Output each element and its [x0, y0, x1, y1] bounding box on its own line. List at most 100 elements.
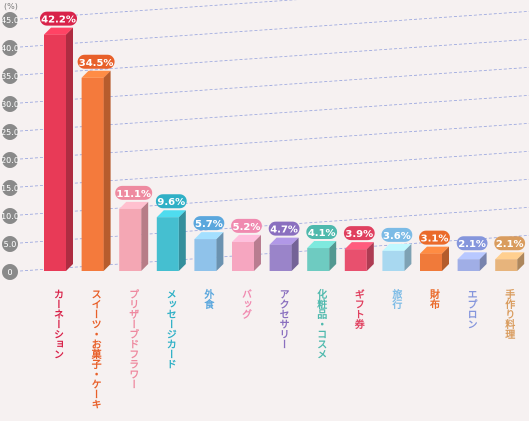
bars: 42.2% 34.5% 11.1% 9.6% 5.7% 5.2% 4.7% 4.1% 3.9% 3…	[40, 11, 526, 272]
category-label: 財布	[428, 288, 441, 310]
bar-top	[307, 241, 337, 249]
value-label: 4.1%	[308, 228, 336, 239]
bar-top	[194, 232, 224, 240]
category-label: 外食	[202, 288, 215, 310]
bar-top	[269, 237, 299, 245]
gridline	[19, 38, 529, 76]
value-label-bg	[231, 218, 262, 233]
bar-side	[66, 27, 73, 272]
gridline	[19, 10, 529, 48]
bar-top	[382, 243, 412, 251]
bar-top	[457, 252, 487, 260]
value-label-bg	[419, 230, 450, 245]
value-label-bg	[77, 54, 115, 69]
y-tick-label: 20.0	[1, 156, 19, 165]
bar-side	[442, 246, 449, 271]
value-label-bg	[343, 226, 375, 241]
y-tick-badge	[2, 12, 18, 28]
bar-13: 2.1%	[494, 236, 526, 271]
y-tick-badge	[2, 40, 18, 56]
y-tick-label: 10.0	[1, 212, 19, 221]
category-label: アクセサリー	[277, 289, 289, 349]
bar-5: 5.7%	[193, 216, 225, 271]
bar-3: 11.1%	[115, 185, 153, 271]
category-label: カーネーション	[52, 289, 64, 359]
y-tick-label: 45.0	[1, 16, 19, 25]
category-label: 旅行	[390, 288, 403, 310]
value-label: 11.1%	[116, 189, 151, 200]
bar-front	[457, 259, 480, 271]
bar-top	[156, 210, 186, 218]
value-label: 4.7%	[270, 225, 298, 236]
bar-side	[178, 210, 186, 271]
y-tick-label: 25.0	[1, 128, 19, 137]
bar-side	[141, 201, 149, 271]
bar-8: 4.1%	[306, 225, 338, 271]
category-label: スイーツ・お菓子・ケーキ	[89, 289, 102, 409]
category-label: 手作り料理	[503, 288, 515, 339]
bar-side	[254, 234, 261, 271]
bar-top	[44, 27, 73, 35]
value-label: 2.1%	[458, 239, 486, 250]
gridline	[19, 0, 298, 20]
bar-side	[216, 232, 224, 271]
value-label-bg	[306, 225, 338, 240]
bar-4: 9.6%	[155, 194, 187, 271]
bar-front	[495, 259, 518, 271]
value-label-bg	[193, 216, 225, 231]
category-label: 化粧品・コスメ	[315, 288, 327, 359]
value-label: 5.2%	[233, 222, 261, 233]
bar-front	[44, 34, 66, 272]
bar-9: 3.9%	[343, 226, 375, 271]
category-labels: カーネーション スイーツ・お菓子・ケーキ プリザーブドフラワー メッセージカード 外食 バ…	[52, 288, 515, 409]
bar-front	[156, 217, 179, 271]
category-label: プリザーブドフラワー	[127, 288, 139, 389]
bar-front	[420, 253, 442, 271]
bar-side	[291, 237, 299, 271]
bar-top	[344, 242, 374, 250]
bar-side	[404, 243, 412, 271]
bar-side	[103, 70, 111, 271]
value-label-bg	[381, 227, 413, 242]
bar-6: 5.2%	[231, 218, 262, 271]
y-tick-badge	[2, 236, 18, 252]
value-label-bg	[115, 185, 153, 200]
y-tick-badge	[2, 208, 18, 224]
bar-11: 3.1%	[419, 230, 450, 271]
value-label-bg	[456, 236, 488, 251]
y-tick-badge	[2, 152, 18, 168]
y-tick-badge	[2, 68, 18, 84]
bar-top	[81, 70, 111, 78]
y-tick-label: 30.0	[1, 100, 19, 109]
y-tick-badge	[2, 96, 18, 112]
bar-front	[344, 249, 367, 271]
bar-front	[194, 239, 217, 271]
bar-side	[517, 252, 525, 271]
value-label-bg	[155, 194, 187, 209]
value-label-bg	[40, 11, 77, 26]
category-label: ギフト券	[352, 288, 365, 330]
value-label: 34.5%	[79, 58, 114, 69]
bar-side	[366, 242, 374, 271]
y-tick-badge	[2, 124, 18, 140]
y-tick-label: 0	[7, 268, 12, 277]
bar-top	[420, 246, 449, 254]
bar-side	[479, 252, 487, 271]
value-label: 3.1%	[421, 234, 449, 245]
bar-front	[307, 248, 330, 271]
category-label: エプロン	[465, 289, 477, 329]
bar-front	[119, 208, 142, 271]
category-label: バッグ	[240, 289, 252, 320]
bar-front	[269, 244, 292, 271]
value-label: 3.9%	[345, 229, 373, 240]
value-label: 2.1%	[496, 239, 524, 250]
y-tick-label: 35.0	[1, 72, 19, 81]
y-axis-ticks: 0 5.0 10.0 15.0 20.0 25.0 30.0 35.0 40.0 45.0	[1, 12, 19, 280]
value-label: 42.2%	[41, 15, 76, 26]
y-tick-badge	[2, 180, 18, 196]
value-label: 9.6%	[157, 197, 185, 208]
value-label-bg	[268, 221, 300, 236]
bar-front	[81, 77, 104, 271]
unit-label: (%)	[4, 2, 18, 11]
